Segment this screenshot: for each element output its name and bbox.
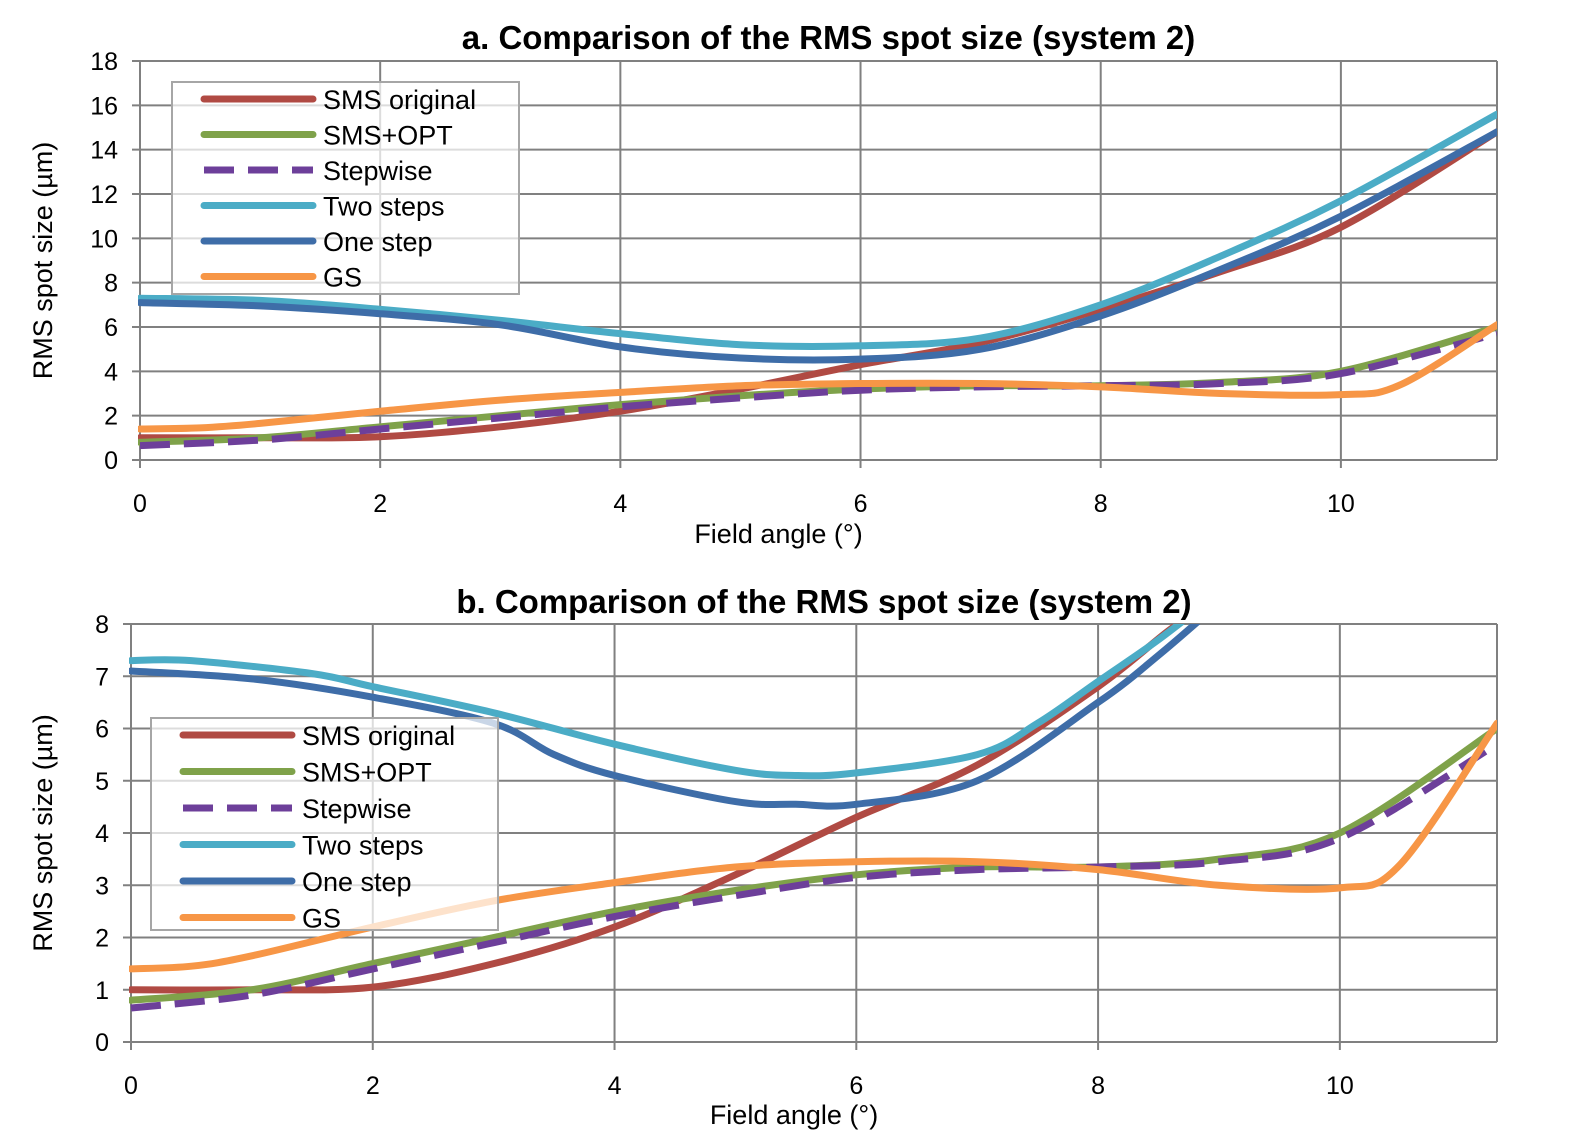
legend-label: One step <box>323 227 433 257</box>
y-tick-label: 0 <box>104 447 118 475</box>
y-tick-label: 2 <box>95 925 109 953</box>
chart-title: b. Comparison of the RMS spot size (syst… <box>456 583 1191 620</box>
x-tick-label: 6 <box>854 490 868 518</box>
series-group <box>129 624 1497 1012</box>
y-tick-label: 12 <box>90 181 118 209</box>
x-axis-label: Field angle (°) <box>694 519 862 549</box>
legend: SMS original SMS+OPT Stepwise Two steps One … <box>171 81 520 295</box>
x-tick-label: 8 <box>1091 1072 1105 1100</box>
series-line-one-step <box>129 624 1201 810</box>
series-line-gs <box>138 321 1497 433</box>
series-line-stepwise <box>130 741 1497 1012</box>
series-line-stepwise <box>139 330 1497 450</box>
chart-panel-b: b. Comparison of the RMS spot size (syst… <box>28 583 1498 1130</box>
series-line-sms-opt <box>129 725 1497 1004</box>
legend-label: GS <box>302 904 341 934</box>
y-tick-label: 6 <box>104 314 118 342</box>
y-tick-label: 0 <box>95 1029 109 1057</box>
legend-label: SMS original <box>323 85 476 115</box>
x-tick-label: 8 <box>1094 490 1108 518</box>
legend-label: Stepwise <box>302 794 412 824</box>
series-line-one-step <box>138 128 1497 364</box>
x-axis-label: Field angle (°) <box>710 1100 878 1130</box>
y-tick-label: 5 <box>95 768 109 796</box>
y-tick-label: 7 <box>95 663 109 691</box>
y-tick-label: 16 <box>90 92 118 120</box>
series-line-sms-original <box>129 624 1185 994</box>
x-tick-label: 2 <box>366 1072 380 1100</box>
chart-panel-a: a. Comparison of the RMS spot size (syst… <box>28 19 1498 549</box>
legend-label: Two steps <box>323 192 445 222</box>
series-line-sms-original <box>138 128 1497 442</box>
legend-label: SMS+OPT <box>323 121 453 151</box>
y-tick-label: 6 <box>95 716 109 744</box>
series-line-gs <box>129 719 1497 973</box>
y-axis-label: RMS spot size (µm) <box>28 142 58 380</box>
x-tick-label: 2 <box>373 490 387 518</box>
legend-box <box>150 717 499 931</box>
series-line-two-steps <box>129 624 1185 780</box>
x-tick-label: 10 <box>1326 1072 1354 1100</box>
y-tick-label: 8 <box>95 611 109 639</box>
legend-label: One step <box>302 867 412 897</box>
y-tick-label: 18 <box>90 48 118 76</box>
y-tick-label: 8 <box>104 270 118 298</box>
y-tick-label: 2 <box>104 403 118 431</box>
y-tick-label: 3 <box>95 872 109 900</box>
series-group <box>138 110 1497 450</box>
x-tick-label: 10 <box>1327 490 1355 518</box>
x-tick-label: 6 <box>849 1072 863 1100</box>
legend-label: SMS+OPT <box>302 758 432 788</box>
y-tick-label: 10 <box>90 225 118 253</box>
y-tick-label: 4 <box>104 358 118 386</box>
y-axis-label: RMS spot size (µm) <box>28 714 58 952</box>
chart-title: a. Comparison of the RMS spot size (syst… <box>462 19 1195 56</box>
legend: SMS original SMS+OPT Stepwise Two steps One … <box>150 717 499 934</box>
legend-box <box>171 81 520 295</box>
legend-label: Two steps <box>302 831 424 861</box>
legend-label: Stepwise <box>323 156 433 186</box>
legend-label: SMS original <box>302 721 455 751</box>
x-tick-label: 0 <box>133 490 147 518</box>
y-tick-label: 1 <box>95 977 109 1005</box>
x-tick-label: 4 <box>608 1072 622 1100</box>
series-line-two-steps <box>138 110 1497 350</box>
x-tick-label: 4 <box>613 490 627 518</box>
legend-label: GS <box>323 263 362 293</box>
y-tick-label: 4 <box>95 820 109 848</box>
x-tick-label: 0 <box>124 1072 138 1100</box>
y-tick-label: 14 <box>90 137 118 165</box>
